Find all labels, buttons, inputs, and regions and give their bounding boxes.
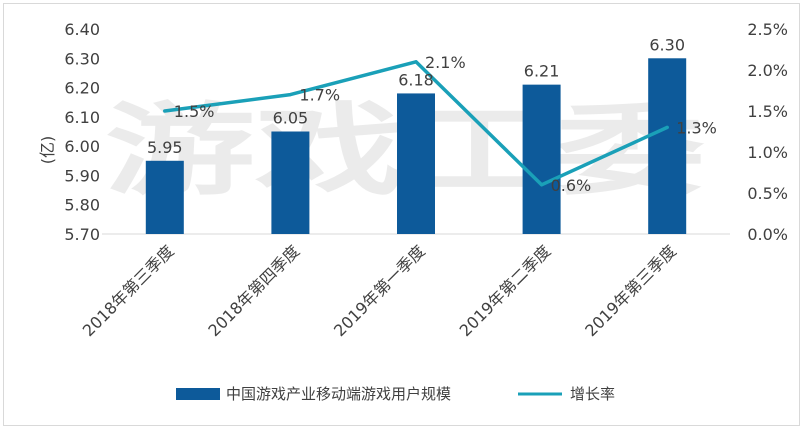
y2-tick-label: 2.0% — [747, 61, 788, 80]
y-axis-label: (亿) — [38, 136, 57, 165]
y-tick-label: 6.20 — [64, 79, 100, 98]
growth-value-label: 1.5% — [174, 102, 215, 121]
legend-label-line: 增长率 — [570, 385, 615, 403]
bar — [648, 58, 687, 235]
bar-value-label: 6.18 — [398, 70, 434, 89]
y-tick-label: 6.40 — [64, 20, 100, 39]
y2-tick-label: 1.0% — [747, 143, 788, 162]
y-tick-label: 6.30 — [64, 49, 100, 68]
y-tick-label: 6.10 — [64, 108, 100, 127]
bar — [522, 84, 561, 235]
x-tick-label: 2019年第二季度 — [456, 241, 555, 340]
x-tick-label: 2018年第三季度 — [79, 241, 178, 340]
bar — [145, 160, 184, 234]
y-tick-label: 5.90 — [64, 166, 100, 185]
x-tick-label: 2018年第四季度 — [204, 241, 303, 340]
growth-value-label: 1.7% — [299, 86, 340, 105]
growth-point — [665, 125, 669, 129]
growth-point — [163, 109, 167, 113]
y-tick-label: 5.70 — [64, 225, 100, 244]
growth-point — [540, 183, 544, 187]
growth-point — [414, 60, 418, 64]
bar-value-label: 5.95 — [147, 138, 183, 157]
y-tick-label: 6.00 — [64, 137, 100, 156]
bar-value-label: 6.30 — [649, 35, 685, 54]
y2-tick-label: 0.0% — [747, 225, 788, 244]
bar-value-label: 6.21 — [524, 62, 560, 81]
bar — [271, 131, 310, 234]
y2-tick-label: 1.5% — [747, 102, 788, 121]
growth-value-label: 1.3% — [676, 118, 717, 137]
growth-point — [288, 93, 292, 97]
growth-value-label: 2.1% — [425, 53, 466, 72]
growth-value-label: 0.6% — [551, 176, 592, 195]
bar-value-label: 6.05 — [273, 109, 309, 128]
y2-tick-label: 2.5% — [747, 20, 788, 39]
x-tick-label: 2019年第三季度 — [581, 241, 680, 340]
x-tick-label: 2019年第一季度 — [330, 241, 429, 340]
bar — [397, 93, 435, 234]
y-tick-label: 5.80 — [64, 196, 100, 215]
legend-label-bar: 中国游戏产业移动端游戏用户规模 — [226, 385, 451, 403]
legend-swatch-bar — [176, 388, 220, 400]
y2-tick-label: 0.5% — [747, 184, 788, 203]
